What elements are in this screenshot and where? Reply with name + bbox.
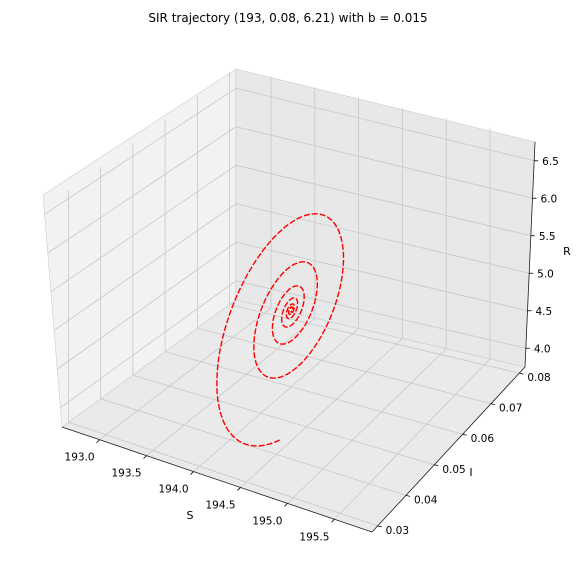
z-tick-label: 5.0 (537, 268, 554, 280)
x-tick-mark (284, 503, 288, 507)
z-axis-label: R (563, 245, 571, 258)
axes (61, 141, 536, 533)
z-tick-label: 5.5 (539, 231, 556, 243)
x-grid-line (146, 87, 316, 456)
y-tick-mark (490, 403, 496, 406)
y-tick-mark (434, 464, 439, 467)
z-grid-line (47, 126, 533, 254)
x-grid-line (240, 107, 403, 488)
x-tick-label: 193.5 (112, 468, 142, 480)
z-tick-label: 4.0 (534, 343, 551, 355)
trajectory (216, 213, 345, 447)
x-tick-mark (237, 487, 241, 491)
y-tick-label: 0.05 (442, 464, 465, 476)
y-tick-mark (377, 525, 382, 528)
y-tick-label: 0.07 (499, 403, 522, 415)
y-grid-line (132, 143, 435, 466)
y-axis-label: I (469, 466, 472, 479)
x-grid-line (334, 127, 491, 520)
x-tick-mark (331, 518, 335, 523)
x-axis-line (61, 426, 373, 533)
z-grid-line (44, 87, 535, 215)
x-tick-mark (143, 455, 147, 459)
y-tick-label: 0.08 (527, 372, 550, 384)
x-tick-mark (190, 471, 194, 475)
x-tick-label: 195.0 (252, 515, 282, 527)
y-grid-line (196, 96, 492, 405)
z-grid-line (53, 203, 530, 331)
z-grid-line (60, 280, 526, 408)
x-grid-line (99, 77, 272, 441)
x-tick-label: 194.5 (205, 499, 235, 511)
ticks: 193.0 193.5 194.0 194.5 195.0 195.5 0.03 0.04 0.… (65, 156, 559, 544)
y-tick-mark (462, 433, 467, 436)
x-grid-line (193, 97, 360, 472)
y-grid-line (164, 119, 463, 435)
x-tick-label: 195.5 (299, 531, 329, 543)
chart-title: SIR trajectory (193, 0.08, 6.21) with b … (148, 11, 427, 25)
y-tick-label: 0.04 (414, 494, 438, 506)
z-axis-line (524, 141, 536, 368)
z-grid-line (57, 241, 528, 370)
y-tick-label: 0.06 (471, 433, 495, 445)
x-tick-label: 194.0 (158, 484, 188, 496)
x-grid-line (287, 117, 447, 504)
grid-lines (44, 72, 535, 527)
z-grid-line (50, 164, 531, 292)
y-grid-line (229, 72, 520, 374)
y-tick-mark (405, 494, 411, 497)
y-axis-line (371, 366, 526, 533)
x-tick-label: 193.0 (65, 452, 95, 464)
x-axis-label: S (187, 509, 194, 522)
y-grid-line (100, 166, 407, 496)
y-grid-line (68, 190, 378, 527)
z-tick-label: 4.5 (536, 306, 553, 318)
trajectory-line (216, 213, 345, 447)
y-tick-mark (519, 372, 524, 375)
y-tick-label: 0.03 (386, 525, 409, 537)
z-tick-label: 6.0 (541, 193, 558, 205)
z-tick-label: 6.5 (542, 156, 559, 168)
x-tick-mark (96, 439, 100, 444)
